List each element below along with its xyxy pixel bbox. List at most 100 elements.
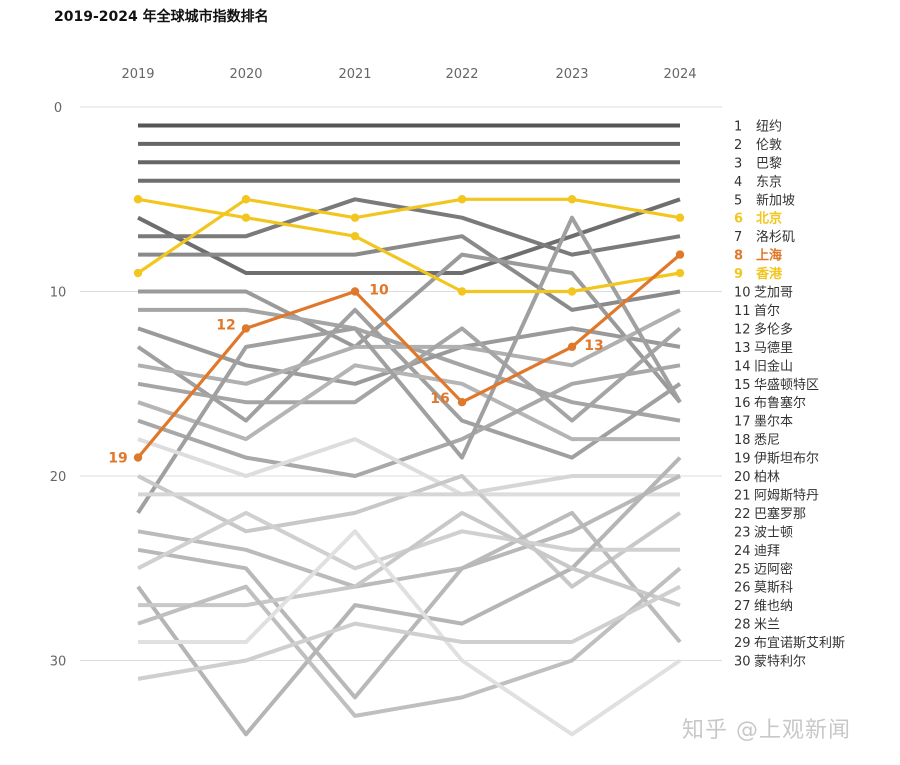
city-name: 伦敦 xyxy=(756,137,782,153)
rank-number: 16 xyxy=(734,396,751,411)
rank-number: 26 xyxy=(734,581,751,596)
series-line-28 xyxy=(137,197,681,275)
rank-number: 8 xyxy=(734,249,743,264)
series-line-6 xyxy=(138,234,681,312)
city-name: 柏林 xyxy=(754,470,780,485)
city-name: 巴黎 xyxy=(756,156,782,171)
y-tick-label: 30 xyxy=(50,655,67,670)
rank-number: 4 xyxy=(734,175,742,190)
rank-number: 12 xyxy=(734,322,751,337)
series-line-26 xyxy=(137,584,681,681)
series-point xyxy=(675,213,685,222)
city-name: 多伦多 xyxy=(754,321,793,337)
x-tick-label: 2024 xyxy=(663,67,696,82)
data-label: 19 xyxy=(108,451,127,467)
series-line-15 xyxy=(136,215,682,514)
rank-number: 29 xyxy=(734,636,751,651)
rank-number: 2 xyxy=(734,138,742,153)
x-tick-label: 2020 xyxy=(229,67,262,82)
city-name: 波士顿 xyxy=(754,525,793,540)
rank-number: 22 xyxy=(734,507,751,522)
rank-number: 25 xyxy=(734,562,751,577)
series-point xyxy=(241,195,251,204)
series-line-14 xyxy=(137,363,681,478)
rank-number: 17 xyxy=(734,415,751,430)
series-point xyxy=(241,213,251,222)
city-name: 维也纳 xyxy=(754,599,793,614)
data-label: 13 xyxy=(584,338,603,354)
y-tick-label: 20 xyxy=(50,470,67,485)
point-labels: 19 12 10 16 13 xyxy=(108,283,603,467)
city-name: 旧金山 xyxy=(754,358,793,374)
rank-number: 20 xyxy=(734,470,751,485)
city-name: 墨尔本 xyxy=(754,415,793,430)
rank-number: 21 xyxy=(734,488,751,503)
rank-number: 7 xyxy=(734,230,742,245)
series-point xyxy=(567,287,577,296)
city-name: 香港 xyxy=(755,266,783,282)
series-line-24 xyxy=(137,566,682,718)
y-tick-label: 0 xyxy=(54,101,62,116)
series-point xyxy=(350,231,360,241)
rank-number: 13 xyxy=(734,341,751,356)
city-name: 布宜诺斯艾利斯 xyxy=(754,636,845,651)
series-line-7 xyxy=(138,252,682,404)
rank-number: 10 xyxy=(734,286,751,301)
data-label: 12 xyxy=(216,317,235,333)
city-name: 洛杉矶 xyxy=(756,230,795,245)
data-label: 10 xyxy=(369,283,389,299)
rank-number: 15 xyxy=(734,378,751,393)
series-point xyxy=(350,287,360,296)
series-point xyxy=(457,287,467,296)
x-tick-label: 2019 xyxy=(121,67,154,82)
city-name: 上海 xyxy=(756,248,782,264)
series-point xyxy=(241,324,251,333)
city-name: 伊斯坦布尔 xyxy=(754,452,819,467)
city-name: 纽约 xyxy=(756,119,782,134)
city-name: 马德里 xyxy=(754,341,793,356)
series-line-25 xyxy=(138,529,682,737)
rank-number: 5 xyxy=(734,193,742,208)
rank-number: 24 xyxy=(734,544,751,559)
series-line-13 xyxy=(137,363,680,442)
city-name: 北京 xyxy=(756,211,782,227)
chart-title: 2019-2024 年全球城市指数排名 xyxy=(54,9,269,25)
series-point xyxy=(457,195,467,204)
series-line-4 xyxy=(137,197,681,275)
series-point xyxy=(133,195,143,204)
rank-number: 18 xyxy=(734,433,751,448)
city-name: 巴塞罗那 xyxy=(754,506,806,522)
city-name: 首尔 xyxy=(754,304,780,319)
rank-number: 30 xyxy=(734,655,751,670)
series-point xyxy=(567,342,577,352)
series-line-22 xyxy=(136,456,682,737)
series-lines xyxy=(133,123,685,737)
series-line-12 xyxy=(137,326,682,423)
x-tick-label: 2023 xyxy=(555,67,588,82)
x-tick-label: 2022 xyxy=(445,67,478,82)
rank-number: 14 xyxy=(734,359,751,374)
series-line-27 xyxy=(137,197,681,294)
series-point xyxy=(675,250,685,259)
city-name: 布鲁塞尔 xyxy=(754,395,806,411)
y-tick-label: 10 xyxy=(50,286,67,301)
city-name: 芝加哥 xyxy=(754,285,793,301)
rank-number: 23 xyxy=(734,525,751,540)
series-line-23 xyxy=(138,510,681,608)
x-tick-label: 2021 xyxy=(338,67,371,82)
city-name: 迈阿密 xyxy=(754,561,793,577)
city-name: 蒙特利尔 xyxy=(754,655,806,670)
x-axis: 2019 2020 2021 2022 2023 2024 xyxy=(121,67,696,82)
watermark: 知乎 @上观新闻 xyxy=(682,718,851,743)
city-name: 新加坡 xyxy=(756,192,795,208)
city-name: 东京 xyxy=(756,175,782,190)
city-name: 迪拜 xyxy=(754,544,780,559)
rank-number: 28 xyxy=(734,618,751,633)
rank-number: 27 xyxy=(734,599,751,614)
series-point xyxy=(133,268,143,278)
series-point xyxy=(457,398,467,407)
city-name: 华盛顿特区 xyxy=(754,378,819,393)
series-line-18 xyxy=(138,474,680,497)
